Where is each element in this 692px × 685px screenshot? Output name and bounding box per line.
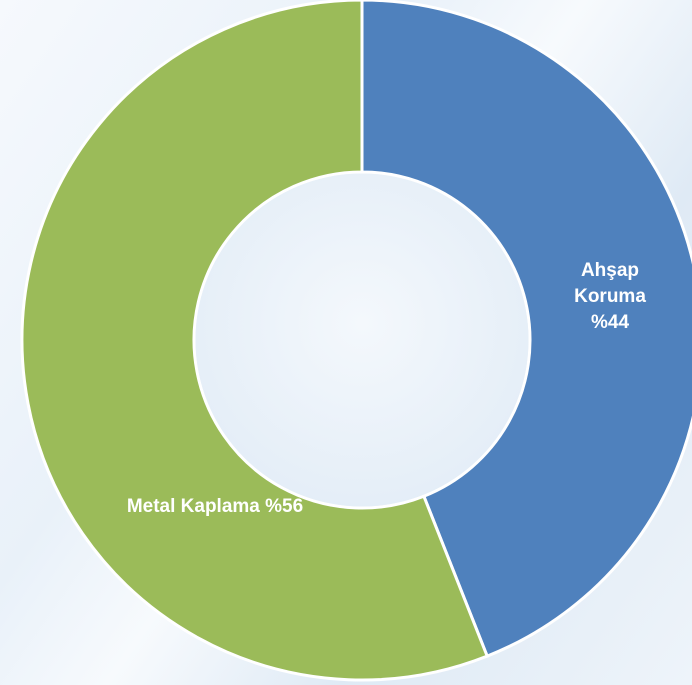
category-label: Metal Kaplama	[126, 496, 260, 517]
slice	[20, 0, 490, 682]
value-label: %56	[265, 496, 304, 517]
slice-label: Metal Kaplama %56	[110, 494, 320, 520]
slice	[360, 0, 692, 659]
slice-label: Ahşap Koruma %44	[560, 258, 660, 336]
category-label: Ahşap Koruma	[574, 260, 646, 307]
value-label: %44	[590, 312, 630, 333]
slices	[20, 0, 692, 682]
donut-hole	[195, 173, 529, 507]
